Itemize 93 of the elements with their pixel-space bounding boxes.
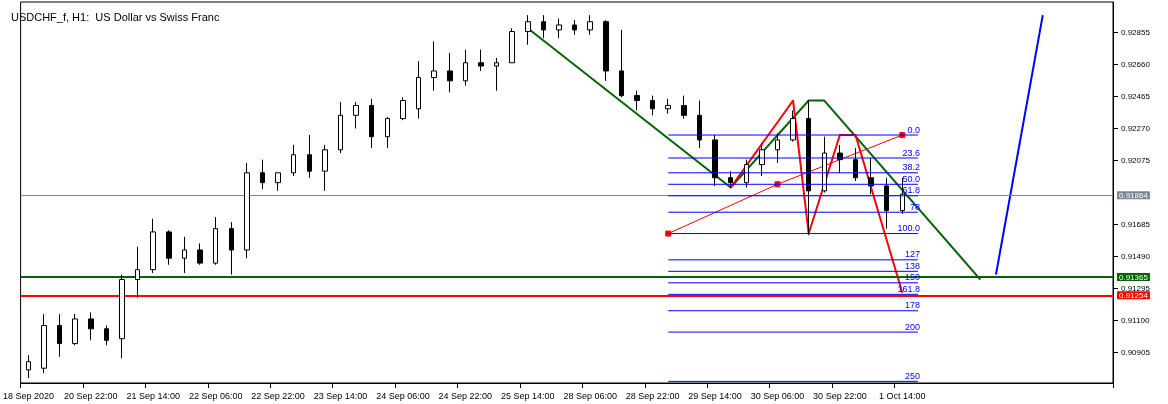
y-tick-label: 0.91100 bbox=[1121, 316, 1150, 326]
candlestick bbox=[322, 144, 328, 192]
ref-line-label: 0.91864 bbox=[1119, 190, 1149, 200]
x-tick-label: 20 Sep 22:00 bbox=[64, 390, 118, 401]
candlestick bbox=[619, 29, 624, 98]
candlestick bbox=[150, 218, 156, 274]
candlestick bbox=[868, 157, 874, 195]
candlestick bbox=[400, 96, 406, 121]
candlestick bbox=[681, 95, 687, 120]
candlestick bbox=[525, 14, 531, 46]
x-tick-label: 30 Sep 06:00 bbox=[750, 390, 805, 401]
y-tick-label: 0.92660 bbox=[1121, 59, 1151, 69]
x-tick-label: 24 Sep 06:00 bbox=[376, 390, 430, 401]
candlestick bbox=[291, 144, 296, 177]
candlestick bbox=[853, 147, 858, 182]
x-tick-label: 24 Sep 22:00 bbox=[438, 390, 493, 401]
candlestick bbox=[260, 159, 265, 190]
candlestick bbox=[72, 313, 78, 346]
series-label: 50.0 bbox=[902, 173, 920, 184]
series-label: 138 bbox=[904, 260, 920, 271]
x-tick-label: 18 Sep 2020 bbox=[2, 390, 54, 401]
candlestick bbox=[244, 162, 250, 259]
candlestick bbox=[338, 101, 343, 154]
candlestick bbox=[447, 52, 453, 93]
candlestick bbox=[900, 177, 905, 215]
x-tick-label: 22 Sep 06:00 bbox=[188, 390, 243, 401]
candlestick bbox=[119, 274, 125, 359]
y-tick-label: 0.92465 bbox=[1121, 91, 1151, 101]
x-tick-label: 30 Sep 22:00 bbox=[813, 390, 867, 401]
series-label: 61.8 bbox=[902, 185, 920, 196]
series-label: 38.2 bbox=[902, 162, 920, 173]
x-tick-label: 1 Oct 14:00 bbox=[879, 390, 926, 401]
candlestick bbox=[26, 354, 31, 379]
y-tick-label: 0.90905 bbox=[1121, 348, 1151, 358]
candlestick bbox=[135, 246, 140, 299]
candlestick bbox=[166, 229, 172, 266]
x-tick-label: 25 Sep 14:00 bbox=[501, 390, 555, 401]
series-label: 250 bbox=[904, 370, 920, 381]
candlestick bbox=[634, 90, 640, 111]
candlestick bbox=[728, 170, 733, 189]
x-tick-label: 21 Sep 14:00 bbox=[126, 390, 181, 401]
series-label: 23.6 bbox=[902, 147, 920, 158]
y-tick-label: 0.91490 bbox=[1121, 252, 1151, 262]
candlestick bbox=[806, 100, 811, 236]
candlestick bbox=[541, 14, 546, 39]
candlestick bbox=[213, 216, 218, 266]
candlestick bbox=[556, 17, 562, 39]
candlestick bbox=[822, 136, 827, 193]
series-label: 200 bbox=[904, 321, 920, 332]
candlestick bbox=[197, 242, 203, 266]
candlestick bbox=[88, 311, 94, 341]
candlestick bbox=[275, 172, 281, 192]
candlestick bbox=[790, 109, 796, 143]
candlestick bbox=[307, 134, 312, 179]
candlestick bbox=[431, 40, 437, 92]
series-label: 0.0 bbox=[907, 124, 920, 135]
x-tick-label: 28 Sep 06:00 bbox=[563, 390, 617, 401]
series-label: 100.0 bbox=[897, 223, 920, 234]
ref-line-label: 0.91254 bbox=[1119, 290, 1149, 300]
x-tick-label: 23 Sep 14:00 bbox=[313, 390, 368, 401]
candlestick bbox=[603, 19, 609, 82]
candlestick bbox=[463, 49, 468, 87]
candlestick bbox=[572, 19, 577, 36]
candlestick bbox=[650, 95, 655, 116]
candlestick bbox=[182, 236, 187, 274]
series-label: 127 bbox=[904, 249, 920, 260]
candlestick bbox=[712, 134, 718, 187]
series-label: 178 bbox=[904, 300, 920, 311]
y-tick-label: 0.92075 bbox=[1121, 155, 1151, 165]
y-tick-label: 0.91685 bbox=[1121, 220, 1151, 230]
candlestick bbox=[775, 132, 780, 164]
candlestick bbox=[229, 221, 234, 276]
candlestick bbox=[385, 116, 390, 149]
candlestick bbox=[884, 177, 889, 230]
x-tick-label: 29 Sep 14:00 bbox=[688, 390, 742, 401]
y-tick-label: 0.92855 bbox=[1121, 27, 1151, 37]
candlestick bbox=[104, 325, 109, 346]
candlestick bbox=[478, 49, 484, 72]
candlestick bbox=[587, 14, 593, 36]
y-tick-label: 0.92270 bbox=[1121, 123, 1151, 133]
x-tick-label: 28 Sep 22:00 bbox=[625, 390, 680, 401]
candlestick bbox=[369, 98, 374, 149]
candlestick bbox=[744, 159, 749, 189]
candlestick bbox=[697, 100, 702, 149]
candlestick bbox=[509, 27, 515, 64]
candlestick bbox=[41, 313, 47, 374]
candlestick bbox=[416, 60, 421, 120]
candlestick bbox=[494, 57, 499, 92]
x-tick-label: 22 Sep 22:00 bbox=[251, 390, 305, 401]
ref-line-label: 0.91365 bbox=[1119, 272, 1149, 282]
candlestick bbox=[57, 313, 62, 358]
candlestick bbox=[665, 98, 671, 115]
candlestick bbox=[353, 101, 359, 129]
